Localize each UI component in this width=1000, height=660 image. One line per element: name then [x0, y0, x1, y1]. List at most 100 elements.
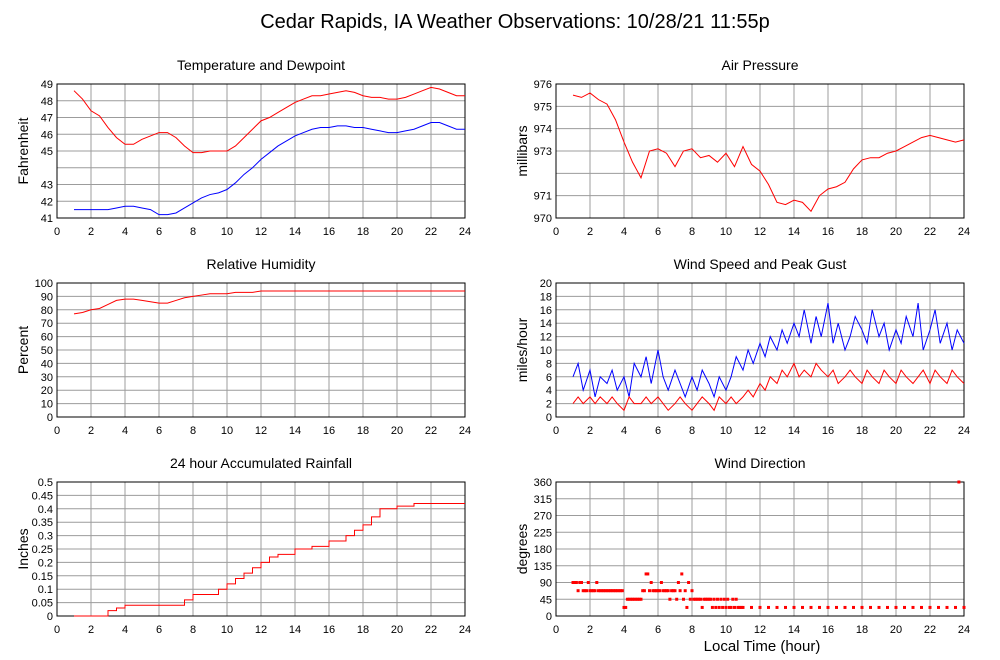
wind-y-tick-label: 4 — [546, 385, 552, 397]
wind-y-tick-label: 18 — [540, 291, 552, 303]
temperature-chart-title: Temperature and Dewpoint — [177, 57, 345, 73]
direction-point — [697, 597, 701, 601]
direction-point — [957, 480, 961, 484]
humidity-plot-frame — [56, 282, 466, 418]
direction-x-tick-label: 16 — [822, 624, 834, 636]
pressure-x-tick-label: 2 — [587, 226, 593, 238]
rain-x-tick-label: 0 — [54, 624, 60, 636]
direction-point — [726, 597, 730, 601]
pressure-y-tick-label: 973 — [534, 146, 552, 158]
direction-point — [852, 605, 855, 609]
direction-x-tick-label: 12 — [754, 624, 766, 636]
direction-point — [619, 589, 623, 593]
direction-point — [736, 605, 740, 609]
rain-x-tick-label: 10 — [221, 624, 233, 636]
pressure-plot-frame — [555, 83, 965, 219]
direction-point — [648, 589, 651, 593]
temperature-y-tick-label: 41 — [41, 213, 53, 225]
direction-y-axis-label: degrees — [514, 524, 530, 575]
pressure-x-tick-label: 6 — [655, 226, 661, 238]
direction-point — [894, 605, 898, 609]
humidity-x-tick-label: 12 — [255, 425, 267, 437]
direction-point — [654, 589, 658, 593]
direction-y-tick-label: 270 — [534, 511, 552, 523]
humidity-x-tick-label: 18 — [357, 425, 369, 437]
temperature-x-tick-label: 20 — [391, 226, 403, 238]
direction-point — [653, 589, 657, 593]
direction-point — [954, 605, 957, 609]
wind-x-tick-label: 12 — [754, 425, 766, 437]
direction-point — [573, 581, 577, 584]
direction-point — [945, 605, 949, 609]
direction-point — [928, 605, 932, 609]
wind-y-tick-label: 16 — [540, 305, 552, 317]
direction-point — [591, 589, 595, 593]
direction-point — [641, 589, 645, 593]
direction-point — [574, 581, 578, 584]
wind-x-tick-label: 4 — [621, 425, 627, 437]
direction-point — [699, 597, 702, 601]
direction-point — [721, 605, 725, 609]
temperature-y-tick-label: 46 — [41, 129, 53, 141]
direction-point — [729, 605, 733, 609]
pressure-y-tick-label: 975 — [534, 101, 552, 113]
humidity-x-tick-label: 8 — [190, 425, 196, 437]
temperature-x-tick-label: 12 — [255, 226, 267, 238]
direction-point — [843, 605, 847, 609]
pressure-x-tick-label: 4 — [621, 226, 627, 238]
rain-y-tick-label: 0.25 — [32, 544, 53, 556]
direction-point — [666, 589, 670, 593]
direction-point — [809, 605, 813, 609]
direction-point — [731, 597, 735, 601]
rain-y-tick-label: 0.3 — [38, 531, 53, 543]
direction-point — [710, 605, 714, 609]
direction-y-tick-label: 315 — [534, 494, 552, 506]
humidity-y-tick-label: 20 — [41, 385, 53, 397]
humidity-x-tick-label: 22 — [425, 425, 437, 437]
temperature-x-tick-label: 22 — [425, 226, 437, 238]
humidity-y-tick-label: 70 — [41, 318, 53, 330]
direction-point — [685, 605, 689, 609]
wind-x-tick-label: 10 — [720, 425, 732, 437]
direction-point — [661, 589, 665, 593]
rain-x-tick-label: 12 — [255, 624, 267, 636]
humidity-y-tick-label: 60 — [41, 332, 53, 344]
pressure-x-tick-label: 16 — [822, 226, 834, 238]
rain-y-tick-label: 0.35 — [32, 517, 53, 529]
rain-y-axis-label: Inches — [15, 528, 31, 569]
wind-plot-frame — [555, 282, 965, 418]
direction-point — [658, 589, 662, 593]
wind-x-tick-label: 22 — [924, 425, 936, 437]
direction-point — [727, 605, 731, 609]
direction-point — [911, 605, 915, 609]
humidity-x-tick-label: 6 — [156, 425, 162, 437]
direction-x-tick-label: 2 — [587, 624, 593, 636]
wind-y-tick-label: 14 — [540, 318, 552, 330]
direction-point — [801, 605, 804, 609]
direction-point — [687, 581, 691, 584]
humidity-y-tick-label: 90 — [41, 291, 53, 303]
wind-y-tick-label: 6 — [546, 372, 552, 384]
rain-x-tick-label: 14 — [289, 624, 301, 636]
direction-point — [784, 605, 787, 609]
rain-x-tick-label: 8 — [190, 624, 196, 636]
direction-point — [614, 589, 617, 593]
temperature-y-axis-label: Fahrenheit — [15, 117, 31, 184]
direction-point — [734, 597, 738, 601]
direction-point — [962, 605, 966, 609]
direction-point — [578, 581, 582, 584]
direction-y-tick-label: 180 — [534, 544, 552, 556]
direction-y-tick-label: 225 — [534, 527, 552, 539]
direction-point — [700, 605, 704, 609]
rain-plot-frame — [56, 481, 466, 617]
humidity-x-tick-label: 10 — [221, 425, 233, 437]
direction-point — [598, 589, 602, 593]
direction-point — [678, 589, 682, 593]
temperature-x-tick-label: 0 — [54, 226, 60, 238]
wind-y-tick-label: 0 — [546, 412, 552, 424]
temperature-x-tick-label: 16 — [323, 226, 335, 238]
rain-chart-title: 24 hour Accumulated Rainfall — [170, 455, 352, 471]
